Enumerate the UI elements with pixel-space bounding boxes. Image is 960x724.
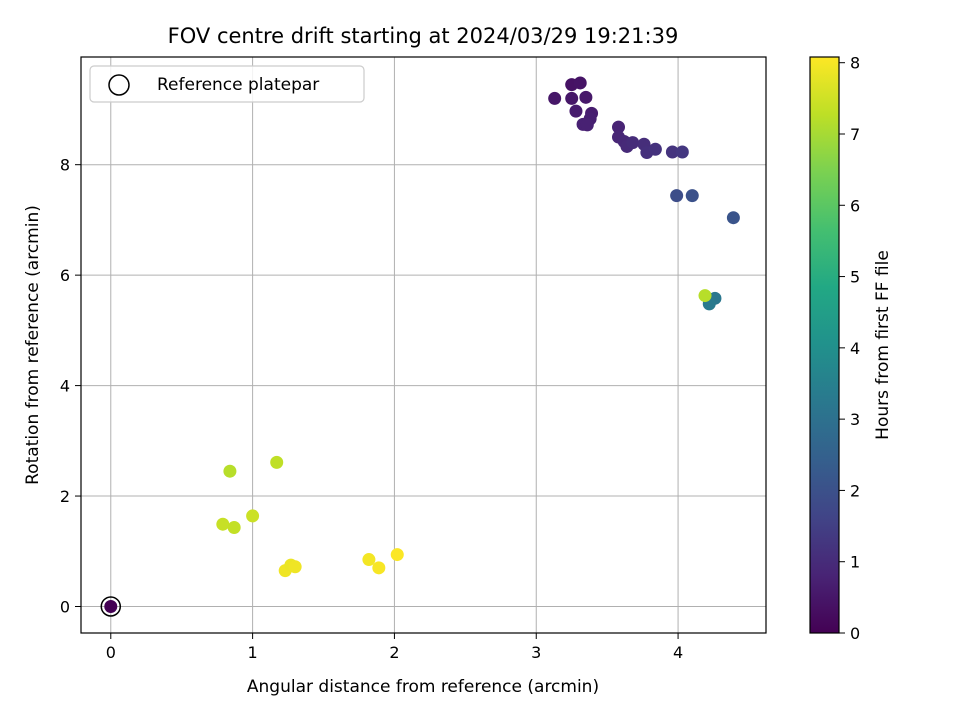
x-axis-label: Angular distance from reference (arcmin) xyxy=(247,677,599,697)
scatter-point xyxy=(104,599,118,613)
x-tick-label: 1 xyxy=(248,643,258,662)
x-tick-label: 2 xyxy=(389,643,399,662)
scatter-point xyxy=(270,455,284,469)
scatter-point xyxy=(569,104,583,118)
colorbar-tick-label: 5 xyxy=(850,268,860,287)
y-tick-label: 4 xyxy=(60,377,70,396)
colorbar-tick-label: 3 xyxy=(850,410,860,429)
colorbar-frame xyxy=(809,56,840,634)
colorbar-tick-label: 7 xyxy=(850,125,860,144)
colorbar-tick-label: 2 xyxy=(850,481,860,500)
y-tick-label: 0 xyxy=(60,597,70,616)
scatter-point xyxy=(685,189,699,203)
x-tick-label: 3 xyxy=(531,643,541,662)
scatter-point xyxy=(665,145,679,159)
x-tick-label: 0 xyxy=(106,643,116,662)
scatter-point xyxy=(698,289,712,303)
scatter-points xyxy=(100,76,740,617)
scatter-point xyxy=(390,548,404,562)
colorbar-gradient xyxy=(810,57,839,633)
y-axis-label: Rotation from reference (arcmin) xyxy=(23,205,43,485)
colorbar: 0 1 2 3 4 5 6 7 8 Hours from first FF file xyxy=(809,54,893,643)
scatter-point xyxy=(565,91,579,105)
scatter-point xyxy=(288,560,302,574)
y-axis-ticks: 0 2 4 6 8 xyxy=(60,156,81,616)
colorbar-ticks: 0 1 2 3 4 5 6 7 8 xyxy=(839,54,860,643)
scatter-point xyxy=(626,136,640,150)
reference-platepar-marker xyxy=(100,596,122,617)
scatter-point xyxy=(548,91,562,105)
colorbar-tick-label: 1 xyxy=(850,553,860,572)
colorbar-tick-label: 6 xyxy=(850,196,860,215)
scatter-point xyxy=(573,76,587,90)
scatter-point xyxy=(579,90,593,104)
x-tick-label: 4 xyxy=(673,643,683,662)
legend: Reference platepar xyxy=(89,65,365,103)
scatter-point xyxy=(670,189,684,203)
colorbar-tick-label: 0 xyxy=(850,624,860,643)
scatter-point xyxy=(227,521,241,535)
chart-title: FOV centre drift starting at 2024/03/29 … xyxy=(168,24,679,48)
y-tick-label: 6 xyxy=(60,266,70,285)
legend-label: Reference platepar xyxy=(157,75,319,95)
grid-lines xyxy=(81,57,766,633)
y-tick-label: 2 xyxy=(60,487,70,506)
scatter-point xyxy=(726,211,740,225)
legend-box xyxy=(89,65,365,103)
legend-marker xyxy=(108,74,130,96)
scatter-point xyxy=(580,118,594,132)
scatter-point xyxy=(372,561,386,575)
scatter-point xyxy=(612,120,626,134)
colorbar-tick-label: 4 xyxy=(850,339,860,358)
scatter-point xyxy=(216,517,230,531)
y-tick-label: 8 xyxy=(60,156,70,175)
x-axis-ticks: 0 1 2 3 4 xyxy=(106,633,683,662)
plot-frame xyxy=(80,56,767,634)
scatter-point xyxy=(675,145,689,159)
colorbar-label: Hours from first FF file xyxy=(873,250,893,440)
scatter-point xyxy=(648,142,662,156)
scatter-point xyxy=(362,553,376,567)
scatter-point xyxy=(246,509,260,523)
colorbar-tick-label: 8 xyxy=(850,54,860,73)
scatter-point xyxy=(223,464,237,478)
